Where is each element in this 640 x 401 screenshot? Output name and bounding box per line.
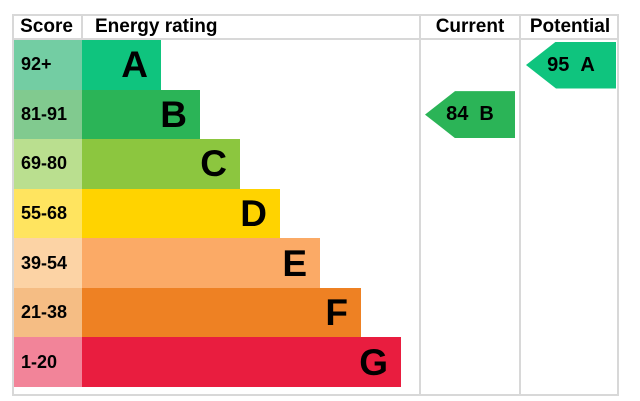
- band-row-c: 69-80 C: [14, 139, 420, 189]
- band-bar-d: D: [82, 188, 280, 239]
- band-bar-b: B: [82, 89, 200, 140]
- band-letter: B: [160, 93, 187, 135]
- potential-rating-letter: A: [580, 53, 595, 76]
- band-letter: D: [240, 193, 267, 235]
- potential-score-value: 95: [547, 53, 570, 76]
- score-range-cell: 92+: [14, 40, 82, 90]
- band-letter: G: [359, 341, 388, 383]
- band-letter: A: [121, 44, 148, 86]
- score-range-cell: 1-20: [14, 337, 82, 388]
- band-rows: 92+ A 81-91 B 69-80 C 55-68 D 39-54 E 21…: [14, 40, 420, 388]
- column-header-potential: Potential: [529, 16, 611, 37]
- current-rating-letter: B: [479, 103, 494, 126]
- band-bar-a: A: [82, 40, 161, 90]
- score-range-cell: 55-68: [14, 188, 82, 239]
- band-row-e: 39-54 E: [14, 238, 420, 288]
- band-row-d: 55-68 D: [14, 188, 420, 239]
- header-divider-line: [12, 38, 619, 40]
- band-row-g: 1-20 G: [14, 337, 420, 388]
- band-letter: F: [325, 292, 348, 334]
- potential-column-divider: [519, 14, 521, 396]
- band-bar-e: E: [82, 238, 320, 288]
- band-bar-c: C: [82, 139, 240, 189]
- column-header-energy-rating: Energy rating: [95, 16, 218, 37]
- current-score-value: 84: [446, 103, 469, 126]
- column-header-score: Score: [20, 16, 73, 37]
- band-row-a: 92+ A: [14, 40, 420, 90]
- band-letter: E: [282, 242, 307, 284]
- score-column-divider: [81, 14, 83, 40]
- score-range-cell: 39-54: [14, 238, 82, 288]
- score-range-cell: 69-80: [14, 139, 82, 189]
- band-row-f: 21-38 F: [14, 287, 420, 338]
- current-column-divider: [419, 14, 421, 396]
- band-bar-g: G: [82, 337, 401, 388]
- score-range-cell: 81-91: [14, 89, 82, 140]
- band-bar-f: F: [82, 287, 361, 338]
- band-letter: C: [200, 143, 227, 185]
- score-range-cell: 21-38: [14, 287, 82, 338]
- band-row-b: 81-91 B: [14, 89, 420, 140]
- column-header-current: Current: [435, 16, 505, 37]
